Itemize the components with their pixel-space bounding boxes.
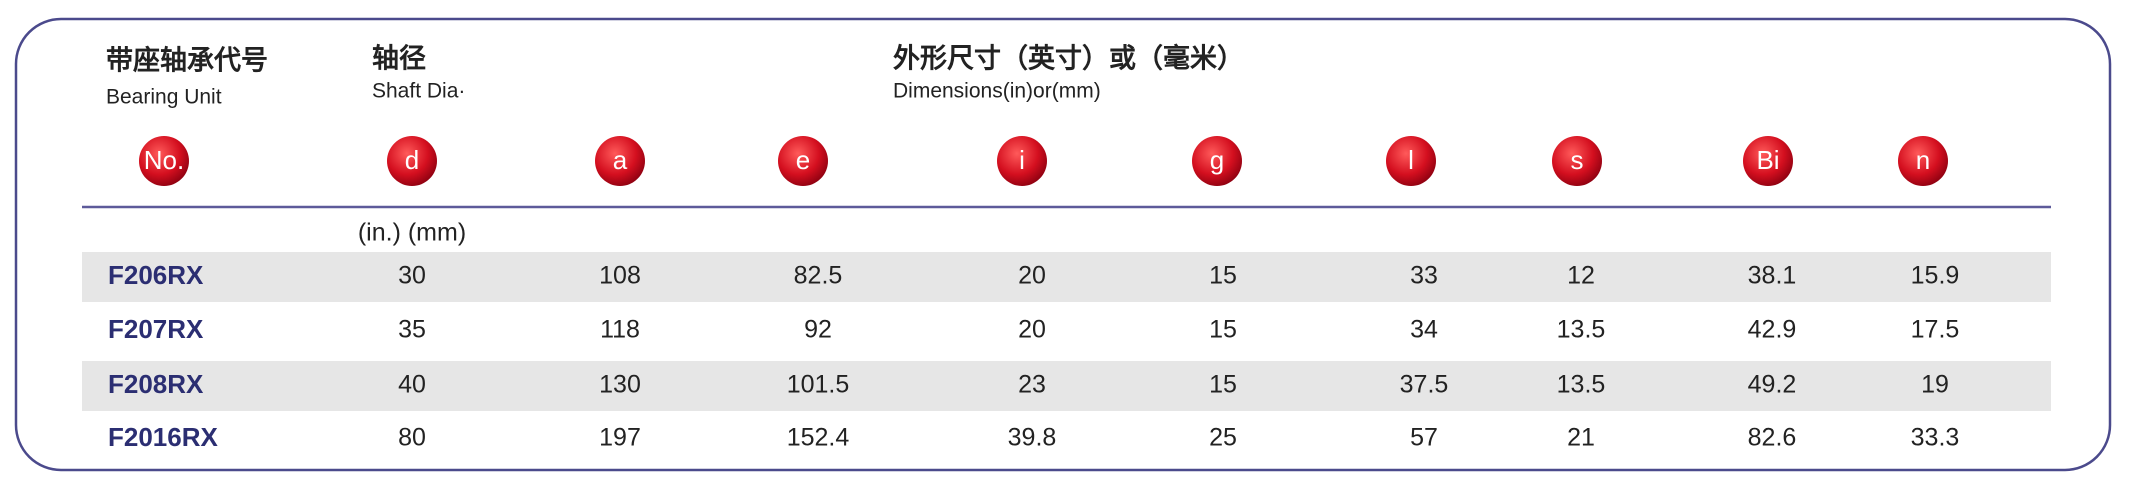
column-badge [1898, 136, 1948, 186]
cell: 197 [599, 424, 641, 452]
cell: 118 [600, 316, 640, 344]
column-badge [1386, 136, 1436, 186]
column-badge [1192, 136, 1242, 186]
column-badge [1552, 136, 1602, 186]
cell: 13.5 [1557, 316, 1606, 344]
cell: 37.5 [1400, 371, 1449, 399]
cell: 152.4 [787, 424, 850, 452]
cell: 82.6 [1748, 424, 1797, 452]
row-band [82, 252, 2051, 302]
column-label: a [613, 145, 628, 175]
column-badge [778, 136, 828, 186]
bearing-no: F208RX [108, 369, 204, 399]
cell: 15 [1209, 262, 1237, 290]
row-band [82, 361, 2051, 411]
cell: 38.1 [1748, 262, 1797, 290]
cell: 49.2 [1748, 371, 1797, 399]
column-badge [139, 136, 189, 186]
cell: 108 [599, 262, 641, 290]
cell: 15 [1209, 316, 1237, 344]
bearing-no: F207RX [108, 314, 204, 344]
column-label: e [796, 145, 810, 175]
cell: 130 [599, 371, 641, 399]
cell: 40 [398, 371, 426, 399]
cell: 23 [1018, 371, 1046, 399]
unit-cn: 带座轴承代号 [106, 45, 268, 77]
cell: 39.8 [1008, 424, 1057, 452]
column-badge [595, 136, 645, 186]
frame [14, 17, 2112, 472]
cell: 30 [398, 262, 426, 290]
cell: 21 [1567, 424, 1595, 452]
cell: 13.5 [1557, 371, 1606, 399]
cell: 19 [1921, 371, 1949, 399]
column-label: No. [144, 145, 184, 175]
cell: 35 [398, 316, 426, 344]
column-label: d [405, 145, 419, 175]
cell: 82.5 [794, 262, 843, 290]
column-badge [997, 136, 1047, 186]
shaft-cn: 轴径 [372, 44, 426, 75]
bearing-no: F206RX [108, 260, 204, 290]
cell: 57 [1410, 424, 1438, 452]
unit-en: Bearing Unit [106, 86, 222, 109]
cell: 42.9 [1748, 316, 1797, 344]
bearing-no: F2016RX [108, 422, 218, 452]
cell: 15.9 [1911, 262, 1960, 290]
dims-en: Dimensions(in)or(mm) [893, 80, 1101, 103]
shaft-en: Shaft Dia· [372, 80, 465, 103]
cell: 34 [1410, 316, 1438, 344]
dims-cn: 外形尺寸（英寸）或（毫米） [893, 43, 1244, 75]
column-label: s [1571, 145, 1584, 175]
column-label: l [1408, 145, 1414, 175]
column-badge [387, 136, 437, 186]
column-label: g [1210, 145, 1224, 175]
cell: 15 [1209, 371, 1237, 399]
cell: 33.3 [1911, 424, 1960, 452]
units-label: (in.) (mm) [358, 219, 466, 247]
cell: 17.5 [1911, 316, 1960, 344]
column-badge [1743, 136, 1793, 186]
cell: 101.5 [787, 371, 850, 399]
cell: 33 [1410, 262, 1438, 290]
cell: 20 [1018, 262, 1046, 290]
cell: 12 [1567, 262, 1595, 290]
cell: 25 [1209, 424, 1237, 452]
column-label: Bi [1756, 145, 1779, 175]
cell: 92 [804, 316, 832, 344]
column-label: n [1916, 145, 1930, 175]
column-label: i [1019, 145, 1025, 175]
cell: 20 [1018, 316, 1046, 344]
cell: 80 [398, 424, 426, 452]
